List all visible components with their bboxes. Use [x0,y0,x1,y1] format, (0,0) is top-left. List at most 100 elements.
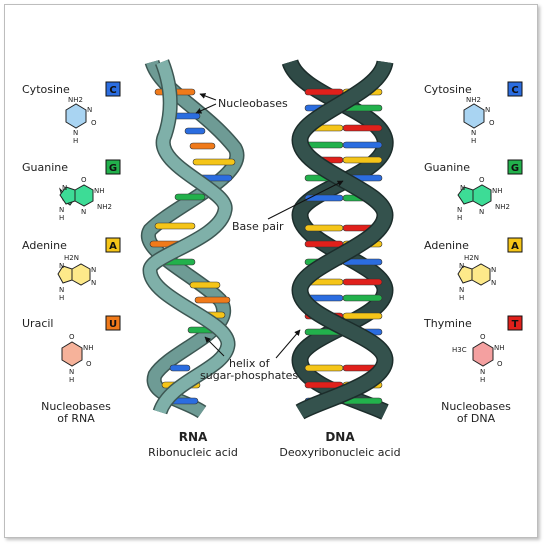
dna-helix [281,58,394,420]
dna-thymine-badge [507,315,523,331]
rna-guanine-sub: N [62,184,67,192]
rna-guanine-sub: N [81,208,86,216]
rna-uracil-group: Uracil U O NH N O H [22,315,121,384]
rna-uracil-letter: U [109,319,117,330]
rna-uracil-sub: O [86,360,92,368]
dna-cytosine-sub: O [489,119,495,127]
dna-thymine-letter: T [512,319,519,330]
rna-uracil-sub: H [69,376,74,384]
rna-base-cytosine [169,364,191,372]
dna-guanine-sub: N [479,208,484,216]
rna-bases-caption-line2: of RNA [57,412,95,425]
rna-base-guanine [174,193,206,201]
rna-adenine-sub: N [59,286,64,294]
rna-uracil-badge [105,315,121,331]
dna-thymine-sub: NH [494,344,505,352]
dna-guanine-sub: NH2 [495,203,510,211]
dna-adenine-ring-5 [457,265,473,284]
dna-adenine-ring-6 [471,263,491,286]
rna-base-adenine [192,158,236,166]
rna-uracil-sub: NH [83,344,94,352]
dna-thymine-sub: O [480,333,486,341]
helix-annotation: helix of sugar-phosphates [200,329,301,382]
rna-cytosine-sub: H [73,137,78,145]
helix-label-line1: helix of [229,357,271,370]
dna-guanine-sub: O [479,176,485,184]
figure-frame [4,4,538,538]
rna-helix [141,59,245,419]
dna-thymine-sub: H [480,376,485,384]
rna-uracil-ring [61,341,83,367]
dna-adenine-name: Adenine [424,239,469,252]
rna-guanine-group: Guanine G O N NH NH2 N N H [22,159,121,222]
dna-base-thymine [304,88,344,96]
rna-guanine-sub: NH [94,187,105,195]
rna-base-uracil [194,296,231,304]
rna-cytosine-ring [65,103,87,129]
rna-adenine-name: Adenine [22,239,67,252]
rna-adenine-sub: N [91,266,96,274]
rna-guanine-badge [105,159,121,175]
rna-guanine-sub: NH2 [97,203,112,211]
dna-base-thymine [342,278,383,286]
dna-cytosine-sub: NH2 [466,96,481,104]
dna-guanine-sub: H [457,214,462,222]
dna-guanine-name: Guanine [424,161,470,174]
dna-adenine-letter: A [511,241,519,252]
rna-adenine-sub: H2N [64,254,79,262]
dna-adenine-group: Adenine A H2N N N N N H [424,237,523,302]
dna-base-guanine [342,294,383,302]
rna-cytosine-sub: NH2 [68,96,83,104]
dna-base-adenine [342,156,383,164]
rna-guanine-ring-5b [59,186,76,205]
dna-cytosine-ring [463,103,485,129]
rna-cytosine-group: Cytosine C NH2 N N O H [22,81,121,145]
dna-guanine-letter: G [511,163,519,174]
rna-guanine-ring-6 [74,184,94,207]
rna-base-cytosine [184,127,206,135]
rna-cytosine-sub: N [73,129,78,137]
dna-guanine-sub: N [460,184,465,192]
dna-base-adenine [342,312,383,320]
rna-adenine-group: Adenine A H2N N N N N H [22,237,121,302]
nucleobases-annotation: Nucleobases [195,93,288,114]
dna-base-cytosine [342,141,383,149]
dna-guanine-ring-5 [457,186,474,205]
dna-cytosine-sub: N [471,129,476,137]
rna-adenine-ring-5 [57,265,73,284]
dna-base-thymine [342,124,383,132]
rna-base-adenine [189,281,221,289]
rna-subtitle: Ribonucleic acid [148,446,238,459]
rna-adenine-badge [105,237,121,253]
rna-cytosine-letter: C [109,85,116,96]
dna-cytosine-sub: H [471,137,476,145]
rna-cytosine-sub: O [91,119,97,127]
dna-adenine-sub: H [459,294,464,302]
dna-bases-caption-line1: Nucleobases [441,400,511,413]
rna-adenine-ring-6 [71,263,91,286]
rna-cytosine-name: Cytosine [22,83,70,96]
rna-uracil-sub: N [69,368,74,376]
dna-thymine-name: Thymine [423,317,472,330]
dna-thymine-sub: N [480,368,485,376]
dna-adenine-badge [507,237,523,253]
dna-subtitle: Deoxyribonucleic acid [279,446,400,459]
dna-adenine-sub: N [459,262,464,270]
dna-thymine-sub: H3C [452,346,467,354]
base-pair-label: Base pair [232,220,284,233]
dna-cytosine-badge [507,81,523,97]
dna-adenine-sub: N [491,266,496,274]
rna-uracil-sub: O [69,333,75,341]
rna-title: RNA [179,430,208,444]
base-pair-annotation: Base pair [232,180,344,233]
dna-thymine-ring [472,341,494,367]
rna-guanine-letter: G [109,163,117,174]
rna-base-adenine [154,222,196,230]
rna-cytosine-badge [105,81,121,97]
rna-bases-caption-line1: Nucleobases [41,400,111,413]
dna-title: DNA [325,430,355,444]
rna-base-uracil [189,142,216,150]
dna-cytosine-name: Cytosine [424,83,472,96]
rna-adenine-sub: N [91,279,96,287]
rna-adenine-sub: H [59,294,64,302]
